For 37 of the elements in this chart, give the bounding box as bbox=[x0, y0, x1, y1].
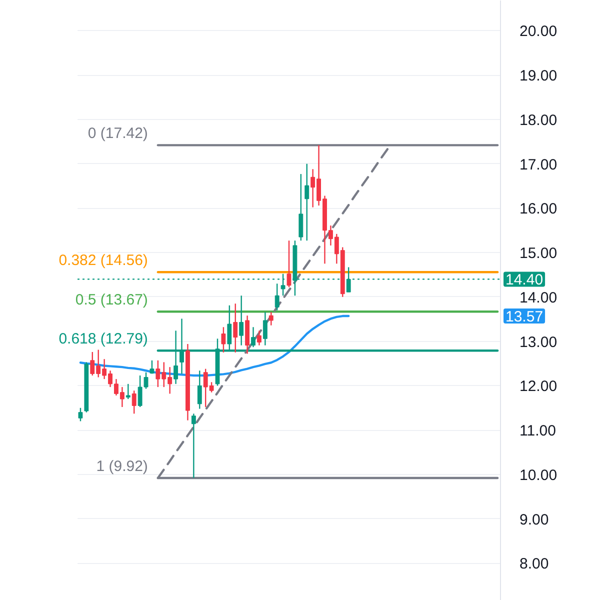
ref-line-label: 14.40 bbox=[506, 272, 544, 289]
candlestick bbox=[304, 163, 310, 242]
y-tick-label: 15.00 bbox=[520, 245, 558, 262]
candlestick bbox=[150, 360, 154, 374]
y-tick-label: 14.00 bbox=[520, 289, 558, 306]
series-label: 0 (17.42) bbox=[88, 125, 148, 142]
candlestick bbox=[197, 370, 202, 410]
y-tick-label: 10.00 bbox=[520, 466, 558, 484]
y-tick-label: 12.00 bbox=[520, 378, 558, 396]
y-tick-label: 11.00 bbox=[520, 422, 556, 440]
annotation: 13.57 bbox=[506, 308, 544, 326]
candlestick bbox=[78, 407, 83, 422]
candlestick bbox=[262, 311, 268, 346]
series-label: 1 (9.92) bbox=[96, 458, 148, 476]
y-tick-label: 17.00 bbox=[520, 156, 558, 174]
candlestick bbox=[268, 311, 274, 326]
candlestick bbox=[233, 303, 238, 354]
y-tick-label: 18.00 bbox=[520, 112, 558, 129]
candlestick bbox=[274, 283, 280, 311]
y-tick-label: 9.00 bbox=[520, 511, 549, 528]
candlestick bbox=[132, 390, 136, 414]
candlestick bbox=[221, 326, 226, 354]
y-tick-label: 19.00 bbox=[520, 68, 558, 85]
candlestick bbox=[251, 326, 256, 348]
series-label: 0.382 (14.56) bbox=[58, 252, 148, 270]
candlestick bbox=[286, 240, 292, 288]
candlestick bbox=[126, 383, 130, 400]
y-tick-label: 16.00 bbox=[520, 200, 558, 218]
y-tick-label: 13.00 bbox=[520, 334, 558, 351]
candlestick bbox=[298, 173, 304, 242]
series-label: 0.618 (12.79) bbox=[58, 330, 148, 348]
y-tick-label: 8.00 bbox=[520, 556, 549, 573]
candlestick bbox=[256, 330, 262, 346]
candlestick bbox=[191, 413, 196, 479]
y-tick-label: 20.00 bbox=[520, 23, 558, 40]
candlestick bbox=[239, 295, 244, 346]
series-label: 0.5 (13.67) bbox=[75, 292, 148, 309]
